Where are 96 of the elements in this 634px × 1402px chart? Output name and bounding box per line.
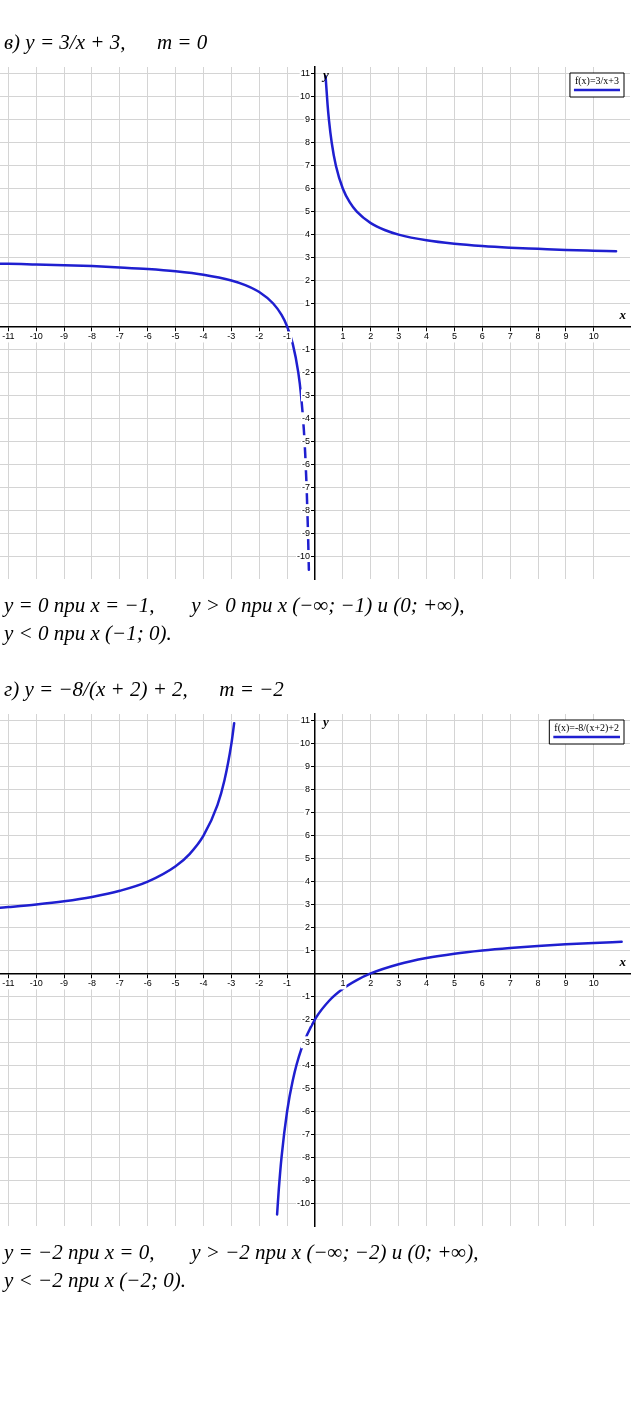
x-tick-label: 9 <box>563 978 569 989</box>
y-tick-label: -5 <box>301 1082 310 1093</box>
x-tick-label: 2 <box>368 331 374 342</box>
x-tick-label: -11 <box>2 331 15 342</box>
y-tick-label: 6 <box>304 183 310 194</box>
x-tick-label: -2 <box>255 331 264 342</box>
y-tick-label: -10 <box>296 550 310 561</box>
x-tick-label: -10 <box>29 331 43 342</box>
x-tick-label: 2 <box>368 978 374 989</box>
x-tick-label: 1 <box>340 331 346 342</box>
y-tick-label: -3 <box>301 1036 310 1047</box>
x-tick-label: -3 <box>227 978 236 989</box>
text: y < −2 при x (−2; 0). <box>4 1268 186 1292</box>
x-tick-label: -11 <box>2 978 15 989</box>
y-tick-label: 9 <box>304 114 310 125</box>
x-tick-label: 10 <box>588 978 599 989</box>
y-axis-title: y <box>321 713 329 729</box>
y-tick-label: -9 <box>301 1174 310 1185</box>
x-tick-label: -9 <box>60 331 69 342</box>
x-tick-label: -6 <box>143 978 152 989</box>
y-tick-label: -4 <box>301 1059 310 1070</box>
x-tick-label: -7 <box>115 978 124 989</box>
y-axis-title: y <box>321 66 329 82</box>
y-tick-label: 11 <box>300 715 310 726</box>
x-tick-label: 5 <box>451 331 457 342</box>
y-tick-label: -3 <box>301 389 310 400</box>
y-tick-label: 10 <box>299 91 310 102</box>
y-tick-label: -7 <box>301 1128 310 1139</box>
x-tick-label: -8 <box>87 331 96 342</box>
y-tick-label: 10 <box>299 738 310 749</box>
x-tick-label: -6 <box>143 331 152 342</box>
x-tick-label: -5 <box>171 978 180 989</box>
x-axis-title: x <box>618 954 627 970</box>
x-tick-label: 3 <box>396 978 402 989</box>
x-tick-label: 8 <box>535 331 541 342</box>
chart-title: в) y = 3/x + 3, m = 0 <box>3 29 209 56</box>
x-tick-label: -3 <box>227 331 236 342</box>
x-axis-title: x <box>618 307 627 323</box>
y-tick-label: -8 <box>301 1151 310 1162</box>
y-tick-label: 3 <box>304 252 310 263</box>
y-tick-label: -6 <box>301 1105 310 1116</box>
y-tick-label: 8 <box>304 784 310 795</box>
y-tick-label: 4 <box>304 229 310 240</box>
y-tick-label: -4 <box>301 412 310 423</box>
x-tick-label: 4 <box>424 978 430 989</box>
y-tick-label: 4 <box>304 876 310 887</box>
x-tick-label: 5 <box>451 978 457 989</box>
x-tick-label: -4 <box>199 331 208 342</box>
y-tick-label: -2 <box>301 366 310 377</box>
x-tick-label: 9 <box>563 331 569 342</box>
y-tick-label: 3 <box>304 899 310 910</box>
text: f(x)=-8/(x+2)+2 <box>554 721 620 734</box>
text: y < 0 при x (−1; 0). <box>4 621 172 645</box>
x-tick-label: 1 <box>340 978 346 989</box>
y-tick-label: 11 <box>300 68 310 79</box>
x-tick-label: -4 <box>199 978 208 989</box>
text: y = −2 при x = 0, y > −2 при x (−∞; −2) и (0; +∞), <box>4 1240 479 1264</box>
chart-title: г) y = −8/(x + 2) + 2, m = −2 <box>3 676 285 703</box>
text: f(x)=3/x+3 <box>574 74 620 87</box>
y-tick-label: -6 <box>301 458 310 469</box>
y-tick-label: -1 <box>301 990 310 1001</box>
y-tick-label: 9 <box>304 761 310 772</box>
y-tick-label: -8 <box>301 504 310 515</box>
x-tick-label: -10 <box>29 978 43 989</box>
x-tick-label: -1 <box>283 978 292 989</box>
y-tick-label: 2 <box>304 275 310 286</box>
y-tick-label: 5 <box>304 206 310 217</box>
x-tick-label: -7 <box>115 331 124 342</box>
x-tick-label: 8 <box>535 978 541 989</box>
y-tick-label: -7 <box>301 481 310 492</box>
x-tick-label: -1 <box>283 331 292 342</box>
x-tick-label: -8 <box>87 978 96 989</box>
y-tick-label: 5 <box>304 853 310 864</box>
y-tick-label: -9 <box>301 527 310 538</box>
text: y = 0 при x = −1, y > 0 при x (−∞; −1) и (0; +∞), <box>4 593 465 617</box>
y-tick-label: -1 <box>301 343 310 354</box>
y-tick-label: 8 <box>304 137 310 148</box>
y-tick-label: -5 <box>301 435 310 446</box>
y-tick-label: -10 <box>296 1197 310 1208</box>
x-tick-label: -2 <box>255 978 264 989</box>
y-tick-label: -2 <box>301 1013 310 1024</box>
x-tick-label: 6 <box>479 331 485 342</box>
x-tick-label: 6 <box>479 978 485 989</box>
x-tick-label: 4 <box>424 331 430 342</box>
x-tick-label: -9 <box>60 978 69 989</box>
y-tick-label: 7 <box>304 807 310 818</box>
y-tick-label: 7 <box>304 160 310 171</box>
y-tick-label: 1 <box>304 944 310 955</box>
y-tick-label: 1 <box>304 297 310 308</box>
x-tick-label: 7 <box>507 331 513 342</box>
y-tick-label: 2 <box>304 922 310 933</box>
y-tick-label: 6 <box>304 830 310 841</box>
x-tick-label: 7 <box>507 978 513 989</box>
x-tick-label: 3 <box>396 331 402 342</box>
x-tick-label: 10 <box>588 331 599 342</box>
x-tick-label: -5 <box>171 331 180 342</box>
